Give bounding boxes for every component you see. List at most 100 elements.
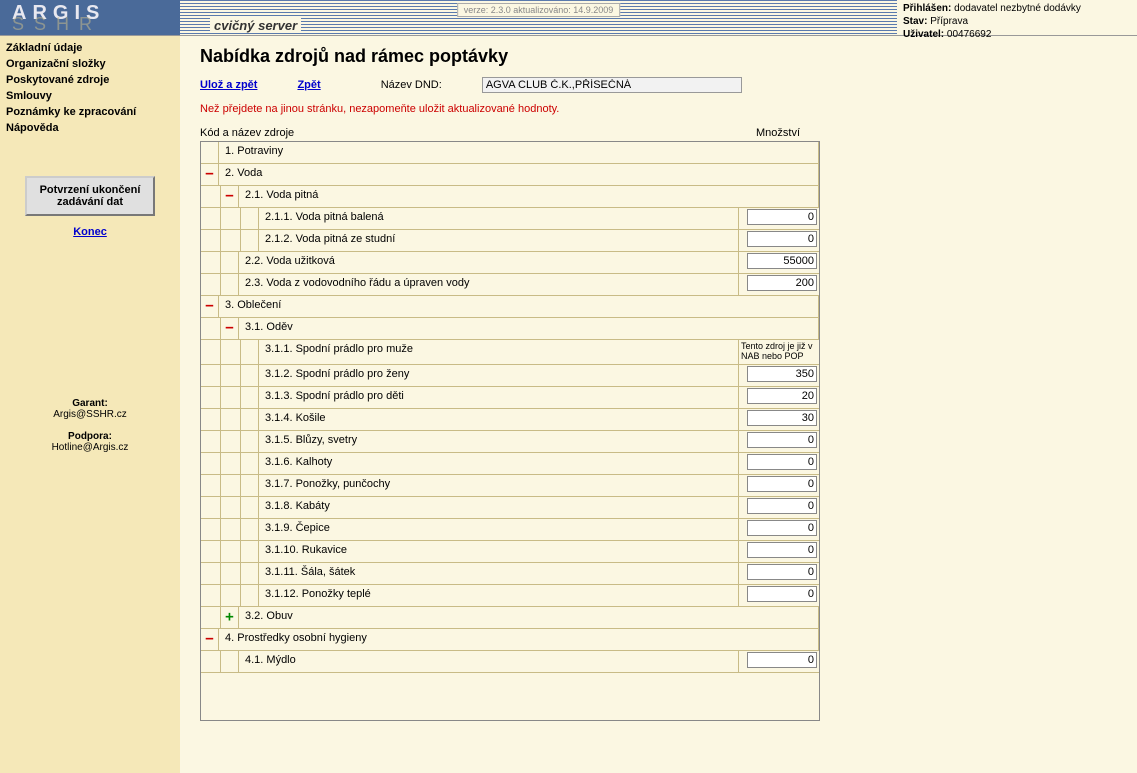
qty-input[interactable] [747,388,817,404]
tree-label: 3.1.2. Spodní prádlo pro ženy [259,365,739,386]
qty-input[interactable] [747,586,817,602]
toggle-spacer [241,365,259,386]
toggle-spacer [241,563,259,584]
tree-label: 2. Voda [219,164,819,185]
user-info: Přihlášen: dodavatel nezbytné dodávky St… [897,0,1137,35]
app-header: ARGIS SSHR verze: 2.3.0 aktualizováno: 1… [0,0,1137,36]
collapse-icon[interactable]: − [201,629,219,650]
logo-shadow: SSHR [12,14,102,35]
qty-input[interactable] [747,652,817,668]
tree-label: 2.3. Voda z vodovodního řádu a úpraven v… [239,274,739,295]
qty-input[interactable] [747,432,817,448]
qty-input[interactable] [747,498,817,514]
qty-input[interactable] [747,564,817,580]
tree-label: 3.1.5. Blůzy, svetry [259,431,739,452]
toggle-spacer [241,409,259,430]
tree-row: 3.1.6. Kalhoty [201,453,819,475]
toggle-spacer [221,651,239,672]
tree-label: 3.2. Obuv [239,607,819,628]
toggle-spacer [221,252,239,273]
tree-row: −4. Prostředky osobní hygieny [201,629,819,651]
collapse-icon[interactable]: − [201,164,219,185]
toggle-spacer [241,497,259,518]
qty-input[interactable] [747,231,817,247]
qty-input[interactable] [747,410,817,426]
toggle-spacer [241,431,259,452]
sidebar-item[interactable]: Organizační složky [6,56,174,72]
tree-row: 3.1.12. Ponožky teplé [201,585,819,607]
tree-label: 3.1.3. Spodní prádlo pro děti [259,387,739,408]
nav: Základní údajeOrganizační složkyPoskytov… [6,40,174,136]
tree-label: 3. Oblečení [219,296,819,317]
tree-row: −3. Oblečení [201,296,819,318]
tree-label: 3.1.6. Kalhoty [259,453,739,474]
sidebar-item[interactable]: Základní údaje [6,40,174,56]
tree-label: 3.1.12. Ponožky teplé [259,585,739,606]
tree-label: 4.1. Mýdlo [239,651,739,672]
qty-input[interactable] [747,476,817,492]
warning: Než přejdete na jinou stránku, nezapomeň… [200,103,1117,115]
qty-input[interactable] [747,275,817,291]
tree-row: 3.1.8. Kabáty [201,497,819,519]
qty-input[interactable] [747,454,817,470]
logo-block: ARGIS SSHR [0,0,180,35]
col-qty: Množství [756,127,800,139]
toggle-spacer [241,208,259,229]
tree-label: 2.1.2. Voda pitná ze studní [259,230,739,251]
col-code: Kód a název zdroje [200,127,756,139]
support: Garant: Argis@SSHR.cz Podpora: Hotline@A… [6,398,174,453]
tree-label: 3.1.4. Košile [259,409,739,430]
tree-note: Tento zdroj je již v NAB nebo POP [739,340,819,364]
save-link[interactable]: Ulož a zpět [200,79,257,91]
confirm-end-button[interactable]: Potvrzení ukončení zadávání dat [25,176,155,216]
tree-row: −3.1. Oděv [201,318,819,340]
tree-row: 3.1.1. Spodní prádlo pro mužeTento zdroj… [201,340,819,365]
list-header: Kód a název zdroje Množství [200,125,800,141]
toggle-spacer [221,274,239,295]
tree-row: 2.1.2. Voda pitná ze studní [201,230,819,252]
tree-row: 3.1.4. Košile [201,409,819,431]
toggle-spacer [241,230,259,251]
tree-row: −2. Voda [201,164,819,186]
tree-row: 3.1.11. Šála, šátek [201,563,819,585]
tree-row: 3.1.10. Rukavice [201,541,819,563]
tree-label: 4. Prostředky osobní hygieny [219,629,819,650]
toggle-spacer [241,519,259,540]
version: verze: 2.3.0 aktualizováno: 14.9.2009 [457,3,621,17]
sidebar-item[interactable]: Nápověda [6,120,174,136]
tree-label: 3.1. Oděv [239,318,819,339]
tree-label: 2.2. Voda užitková [239,252,739,273]
tree-row: 3.1.9. Čepice [201,519,819,541]
qty-input[interactable] [747,542,817,558]
back-link[interactable]: Zpět [297,79,320,91]
toggle-spacer [241,541,259,562]
sidebar-item[interactable]: Poskytované zdroje [6,72,174,88]
sidebar-item[interactable]: Smlouvy [6,88,174,104]
end-link[interactable]: Konec [6,226,174,238]
main: Nabídka zdrojů nad rámec poptávky Ulož a… [180,36,1137,773]
toggle-spacer [241,585,259,606]
tree[interactable]: 1. Potraviny−2. Voda−2.1. Voda pitná2.1.… [200,141,820,721]
toggle-spacer [241,387,259,408]
sidebar-item[interactable]: Poznámky ke zpracování [6,104,174,120]
tree-label: 2.1. Voda pitná [239,186,819,207]
collapse-icon[interactable]: − [221,186,239,207]
dnd-field[interactable] [482,77,742,93]
collapse-icon[interactable]: − [201,296,219,317]
tree-row: 2.3. Voda z vodovodního řádu a úpraven v… [201,274,819,296]
tree-label: 3.1.10. Rukavice [259,541,739,562]
tree-label: 3.1.1. Spodní prádlo pro muže [259,340,739,364]
tree-label: 2.1.1. Voda pitná balená [259,208,739,229]
collapse-icon[interactable]: − [221,318,239,339]
tree-row: 1. Potraviny [201,142,819,164]
tree-row: −2.1. Voda pitná [201,186,819,208]
sidebar: Základní údajeOrganizační složkyPoskytov… [0,36,180,773]
qty-input[interactable] [747,366,817,382]
qty-input[interactable] [747,209,817,225]
expand-icon[interactable]: + [221,607,239,628]
tree-label: 3.1.9. Čepice [259,519,739,540]
qty-input[interactable] [747,253,817,269]
tree-label: 1. Potraviny [219,142,819,163]
qty-input[interactable] [747,520,817,536]
tree-row: 4.1. Mýdlo [201,651,819,673]
